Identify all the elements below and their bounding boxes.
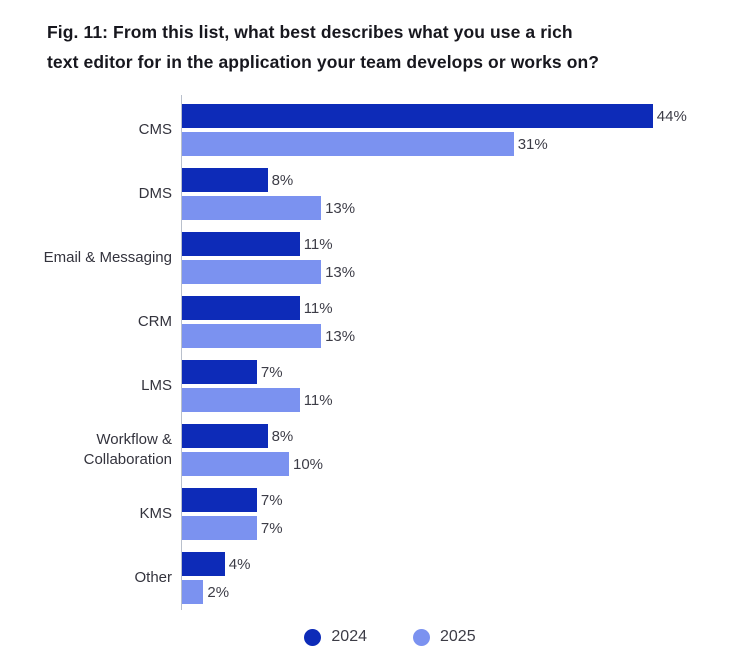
bar-line-2025: 13%	[182, 324, 734, 348]
bar-2024	[182, 296, 300, 320]
bar-line-2025: 13%	[182, 196, 734, 220]
bar-groups: CMS 44% 31% DMS 8% 13% Email & Messaging 11% 13%…	[0, 104, 734, 604]
bar-line-2024: 4%	[182, 552, 734, 576]
bar-line-2025: 11%	[182, 388, 734, 412]
bar-line-2025: 13%	[182, 260, 734, 284]
bar-2025	[182, 196, 322, 220]
bar-2024	[182, 104, 653, 128]
bar-line-2024: 11%	[182, 296, 734, 320]
legend-item-2025: 2025	[413, 628, 476, 646]
value-label: 8%	[271, 171, 294, 189]
bar-line-2025: 31%	[182, 132, 734, 156]
bar-group: LMS 7% 11%	[0, 360, 734, 412]
category-label-text: CRM	[137, 313, 172, 330]
figure-title-line-2: text editor for in the application your …	[47, 52, 600, 72]
bar-2024	[182, 552, 225, 576]
bar-2024	[182, 360, 257, 384]
bar-pair: 11% 13%	[182, 296, 734, 348]
legend-label-2024: 2024	[331, 628, 367, 645]
bar-pair: 8% 13%	[182, 168, 734, 220]
bar-line-2025: 10%	[182, 452, 734, 476]
bar-line-2024: 7%	[182, 488, 734, 512]
category-label-text: Email & Messaging	[43, 249, 172, 266]
value-label: 11%	[303, 391, 333, 409]
legend-item-2024: 2024	[304, 628, 367, 646]
category-label: DMS	[0, 184, 182, 204]
category-label-text: CMS	[138, 121, 172, 138]
bar-2024	[182, 488, 257, 512]
value-label: 11%	[303, 235, 333, 253]
category-label: CMS	[0, 120, 182, 140]
value-label: 7%	[260, 363, 283, 381]
category-label-text: Workflow & Collaboration	[83, 431, 172, 468]
bar-pair: 8% 10%	[182, 424, 734, 476]
bar-group: KMS 7% 7%	[0, 488, 734, 540]
value-label: 11%	[303, 299, 333, 317]
bar-2024	[182, 232, 300, 256]
category-label-text: LMS	[141, 377, 172, 394]
bar-line-2025: 2%	[182, 580, 734, 604]
bar-group: Other 4% 2%	[0, 552, 734, 604]
bar-pair: 44% 31%	[182, 104, 734, 156]
value-label: 10%	[293, 455, 324, 473]
category-label-text: Other	[134, 569, 172, 586]
legend-dot-2024-icon	[304, 628, 322, 646]
bar-pair: 11% 13%	[182, 232, 734, 284]
bar-group: Email & Messaging 11% 13%	[0, 232, 734, 284]
legend-label-2025: 2025	[440, 628, 476, 645]
value-label: 2%	[207, 583, 230, 601]
legend-dot-2025-icon	[413, 628, 430, 646]
bar-2024	[182, 424, 268, 448]
figure-title: Fig. 11: From this list, what best descr…	[47, 17, 687, 77]
bar-group: DMS 8% 13%	[0, 168, 734, 220]
bar-2025	[182, 132, 514, 156]
value-label: 13%	[325, 263, 356, 281]
bar-line-2024: 8%	[182, 168, 734, 192]
bar-2025	[182, 388, 300, 412]
bar-line-2024: 44%	[182, 104, 734, 128]
bar-2025	[182, 516, 257, 540]
category-label: LMS	[0, 376, 182, 396]
value-label: 7%	[260, 519, 283, 537]
value-label: 13%	[325, 199, 356, 217]
bar-line-2024: 8%	[182, 424, 734, 448]
bar-pair: 7% 11%	[182, 360, 734, 412]
category-label-text: DMS	[138, 185, 172, 202]
bar-group: CRM 11% 13%	[0, 296, 734, 348]
figure-title-line-1: Fig. 11: From this list, what best descr…	[47, 22, 573, 42]
bar-line-2024: 7%	[182, 360, 734, 384]
bar-2025	[182, 260, 322, 284]
bar-pair: 4% 2%	[182, 552, 734, 604]
bar-2025	[182, 324, 322, 348]
bar-2025	[182, 580, 204, 604]
category-label: Other	[0, 568, 182, 588]
y-axis-line	[181, 95, 182, 610]
bar-line-2025: 7%	[182, 516, 734, 540]
category-label: KMS	[0, 504, 182, 524]
bar-2025	[182, 452, 289, 476]
category-label-text: KMS	[139, 505, 172, 522]
category-label: CRM	[0, 312, 182, 332]
value-label: 44%	[656, 107, 687, 125]
bar-group: CMS 44% 31%	[0, 104, 734, 156]
value-label: 31%	[517, 135, 548, 153]
category-label: Workflow & Collaboration	[0, 430, 182, 470]
chart-legend: 2024 2025	[0, 628, 734, 646]
bar-chart: CMS 44% 31% DMS 8% 13% Email & Messaging 11% 13%…	[0, 95, 734, 610]
category-label: Email & Messaging	[0, 248, 182, 268]
value-label: 13%	[325, 327, 356, 345]
bar-pair: 7% 7%	[182, 488, 734, 540]
value-label: 7%	[260, 491, 283, 509]
bar-line-2024: 11%	[182, 232, 734, 256]
bar-group: Workflow & Collaboration 8% 10%	[0, 424, 734, 476]
value-label: 4%	[228, 555, 251, 573]
value-label: 8%	[271, 427, 294, 445]
bar-2024	[182, 168, 268, 192]
